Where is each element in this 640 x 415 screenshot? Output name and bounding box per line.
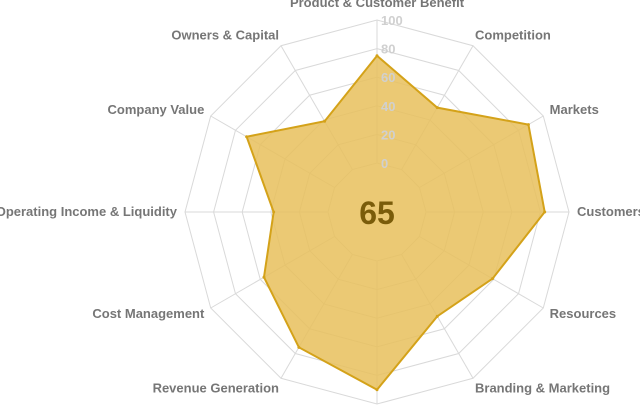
data-area	[245, 54, 546, 391]
axis-label: Markets	[550, 102, 599, 117]
data-point	[543, 210, 547, 214]
data-point	[375, 388, 379, 392]
axis-label: Revenue Generation	[153, 381, 279, 396]
tick-label: 40	[381, 99, 395, 114]
data-point	[323, 119, 327, 123]
tick-label: 60	[381, 70, 395, 85]
axis-label: Operating Income & Liquidity	[0, 204, 178, 219]
data-point	[435, 106, 439, 110]
data-point	[526, 123, 530, 127]
center-score: 65	[359, 195, 395, 231]
data-point	[435, 314, 439, 318]
data-point	[272, 210, 276, 214]
axis-label: Product & Customer Benefit	[290, 0, 465, 10]
tick-label: 80	[381, 42, 395, 57]
data-point	[491, 277, 495, 281]
axis-label: Company Value	[108, 102, 205, 117]
data-point	[375, 54, 379, 58]
tick-label: 100	[381, 13, 403, 28]
axis-label: Competition	[475, 27, 551, 42]
data-point	[245, 135, 249, 139]
tick-label: 0	[381, 156, 388, 171]
axis-label: Customers	[577, 204, 640, 219]
axis-label: Branding & Marketing	[475, 381, 610, 396]
axis-label: Resources	[550, 306, 616, 321]
data-point	[297, 345, 301, 349]
tick-label: 20	[381, 127, 395, 142]
axis-label: Cost Management	[92, 306, 205, 321]
data-point	[262, 275, 266, 279]
axis-label: Owners & Capital	[171, 27, 279, 42]
